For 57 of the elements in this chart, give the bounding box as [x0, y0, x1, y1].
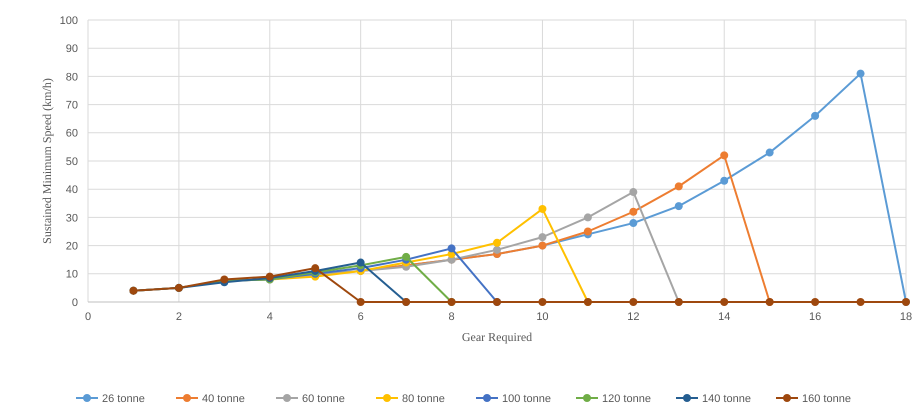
y-tick-label: 10: [66, 268, 78, 281]
point: [584, 213, 592, 222]
y-tick-label: 90: [66, 43, 78, 56]
y-tick-label: 0: [72, 296, 78, 309]
point: [356, 298, 365, 306]
y-axis-title: Sustained Minimum Speed (km/h): [40, 78, 54, 244]
point: [584, 228, 592, 236]
point: [493, 238, 501, 247]
point: [538, 233, 546, 242]
x-tick-label: 4: [266, 311, 273, 323]
point: [766, 148, 774, 157]
point: [674, 202, 683, 210]
point: [629, 219, 638, 228]
point: [402, 252, 410, 261]
point: [856, 298, 865, 306]
legend-label: 80 tonne: [402, 392, 445, 405]
legend-label: 40 tonne: [202, 392, 245, 405]
x-tick-label: 8: [448, 311, 455, 323]
point: [538, 298, 546, 306]
legend-label: 100 tonne: [502, 392, 551, 405]
x-tick-label: 10: [536, 311, 549, 323]
point: [720, 298, 728, 306]
y-tick-label: 20: [66, 240, 78, 252]
point: [811, 298, 820, 306]
point: [493, 246, 501, 254]
point: [811, 112, 820, 120]
x-tick-label: 18: [900, 311, 912, 323]
legend-label: 160 tonne: [802, 392, 851, 405]
y-tick-label: 80: [66, 71, 78, 84]
point: [311, 264, 320, 272]
y-tick-label: 50: [66, 156, 78, 168]
point: [720, 151, 728, 160]
x-tick-label: 16: [808, 311, 822, 323]
x-axis-title: Gear Required: [462, 330, 532, 344]
x-tick-label: 6: [358, 311, 364, 323]
point: [629, 208, 638, 216]
x-tick-label: 2: [176, 311, 182, 323]
y-tick-label: 100: [60, 14, 78, 27]
legend-label: 60 tonne: [302, 392, 345, 405]
y-tick-label: 60: [66, 128, 78, 140]
point: [674, 182, 683, 190]
legend-label: 26 tonne: [102, 392, 145, 405]
point: [856, 70, 865, 78]
y-tick-label: 30: [66, 212, 78, 224]
x-tick-label: 0: [84, 311, 92, 323]
y-tick-label: 40: [66, 184, 78, 196]
y-tick-label: 70: [66, 99, 78, 112]
point: [629, 298, 638, 306]
point: [356, 258, 365, 267]
point: [629, 188, 638, 196]
point: [448, 244, 456, 252]
point: [538, 204, 546, 213]
legend-label: 120 tonne: [602, 392, 651, 405]
x-tick-label: 14: [718, 311, 730, 323]
point: [720, 176, 728, 185]
x-tick-label: 12: [627, 311, 640, 323]
legend-label: 140 tonne: [702, 392, 751, 405]
